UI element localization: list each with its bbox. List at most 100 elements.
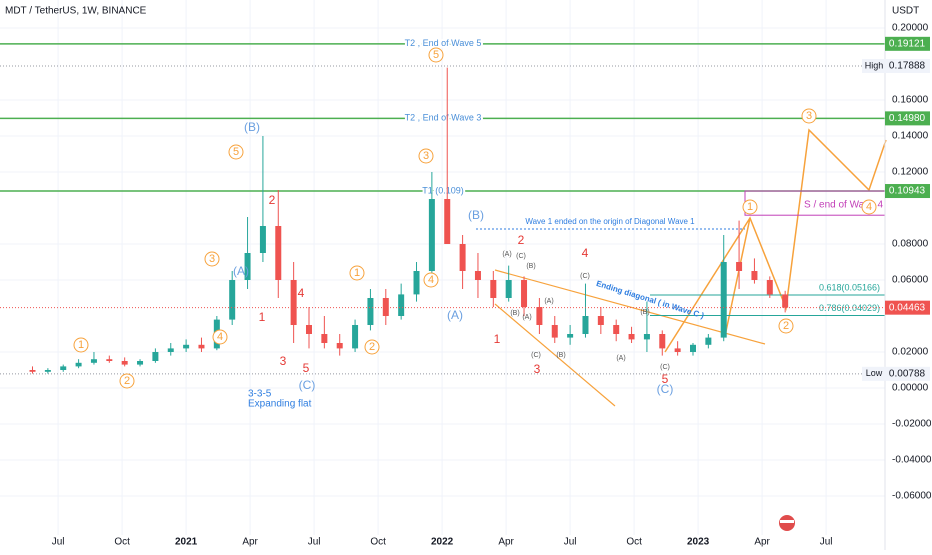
candle-body: [689, 344, 696, 352]
candle-body: [198, 344, 205, 349]
price-badge-label: 0.10943: [889, 186, 926, 197]
wave-label: 1: [78, 339, 84, 351]
candle-body: [321, 333, 328, 343]
candle-body: [367, 298, 374, 325]
wave-label: (B): [468, 208, 484, 222]
candle-body: [275, 226, 282, 281]
wave-circle: [742, 199, 758, 215]
wave-circle: [212, 329, 228, 345]
wave-label: (C): [299, 378, 316, 392]
candle-body: [382, 298, 389, 316]
subwave-label: (B): [526, 263, 535, 270]
price-badge-label: 0.14980: [889, 113, 926, 124]
y-tick-label: 0.20000: [892, 23, 929, 34]
wave-circle: [119, 373, 135, 389]
wave-label: 4: [428, 274, 434, 286]
x-tick-label: Apr: [242, 537, 258, 548]
y-tick-label: -0.04000: [892, 455, 932, 466]
wave-projection: [724, 217, 751, 337]
wave-label: (A): [233, 264, 249, 278]
candle-body: [551, 324, 558, 338]
wave-label: 4: [866, 201, 872, 213]
subwave-label: (A): [616, 355, 625, 362]
wave-circle: [73, 337, 89, 353]
candle-body: [674, 348, 681, 352]
price-badge-label: 0.19121: [889, 38, 926, 49]
currency: USDT: [892, 6, 919, 17]
candle-body: [29, 369, 36, 372]
wave-label: 5: [433, 49, 439, 61]
extreme-name-bg: [862, 59, 885, 74]
wave-label: 3: [209, 253, 215, 265]
wave-label: 1: [494, 332, 501, 346]
diagonal-line: [494, 303, 616, 407]
extreme-name-bg: [862, 366, 885, 381]
candle-body: [597, 315, 604, 325]
candle-body: [106, 359, 113, 361]
wave-label: 2: [518, 233, 525, 247]
candle-body: [613, 324, 620, 334]
candle-body: [90, 359, 97, 363]
wave-label: (B): [244, 120, 260, 134]
candle-body: [521, 280, 528, 307]
wave-label: 2: [124, 375, 130, 387]
wave-label: 2: [783, 320, 789, 332]
candle-body: [44, 369, 51, 372]
target-label: T2 , End of Wave 5: [405, 38, 482, 48]
x-tick-label: Oct: [626, 537, 642, 548]
candle-body: [474, 271, 481, 281]
fib-label: 0.618(0.05166): [819, 282, 880, 292]
wave-label: (A): [447, 308, 463, 322]
x-tick-label: 2022: [431, 537, 454, 548]
price-badge: [885, 300, 930, 315]
candle-body: [121, 360, 128, 365]
candle-body: [229, 280, 236, 320]
candle-body: [444, 199, 451, 245]
y-tick-label: 0.12000: [892, 167, 929, 178]
wave-label: 5: [303, 361, 310, 375]
price-badge: [885, 59, 930, 74]
candle-body: [413, 271, 420, 295]
x-tick-label: 2023: [687, 537, 710, 548]
grid: [0, 0, 885, 535]
extreme-name: Low: [866, 368, 883, 378]
candle-body: [751, 271, 758, 281]
y-tick-label: 0.02000: [892, 347, 929, 358]
subwave-label: (B): [640, 309, 649, 316]
candle-body: [643, 333, 650, 340]
subwave-label: (A): [502, 251, 511, 258]
wave-label: 3: [534, 362, 541, 376]
x-tick-label: Oct: [114, 537, 130, 548]
pattern-label: Expanding flat: [248, 399, 312, 410]
wave-label: 5: [233, 146, 239, 158]
subwave-label: (A): [522, 314, 531, 321]
wave-label: 4: [217, 331, 223, 343]
y-tick-label: 0.06000: [892, 275, 929, 286]
x-tick-label: Jul: [820, 537, 833, 548]
subwave-label: (B): [556, 352, 565, 359]
wave-circle: [428, 47, 444, 63]
y-tick-label: -0.02000: [892, 419, 932, 430]
wave-label: 1: [259, 310, 266, 324]
wave-label: 2: [269, 193, 276, 207]
chart-title: MDT / TetherUS, 1W, BINANCE: [5, 6, 147, 17]
candle-body: [336, 342, 343, 349]
price-badge-label: 0.17888: [889, 61, 926, 72]
candle-body: [582, 315, 589, 334]
wave-label: 1: [747, 201, 753, 213]
x-tick-label: Apr: [754, 537, 770, 548]
candle-body: [505, 280, 512, 299]
candle-body: [305, 324, 312, 334]
candle-body: [428, 199, 435, 272]
price-badge: [885, 366, 930, 381]
target-label: T2 , End of Wave 3: [405, 113, 482, 123]
wave-circle: [364, 339, 380, 355]
wave-circle: [418, 148, 434, 164]
candle-body: [659, 333, 666, 349]
wave-label: 3: [806, 110, 812, 122]
wave-circle: [801, 108, 817, 124]
wave-label: 4: [298, 286, 305, 300]
wave-circle: [349, 265, 365, 281]
